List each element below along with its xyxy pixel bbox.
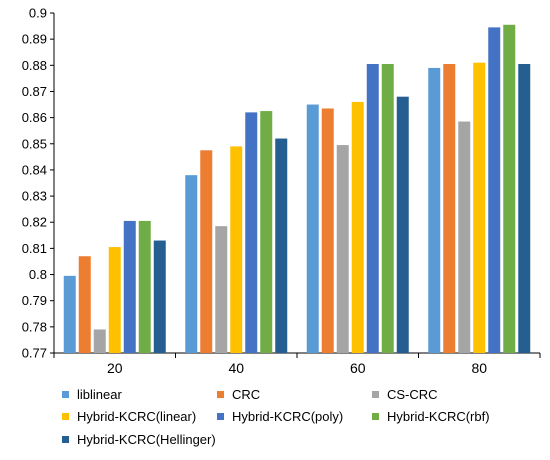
bar-cs-crc-60 [336,145,349,353]
y-tick-label: 0.89 [22,32,47,47]
bar-liblinear-40 [185,175,198,353]
bar-hybrid-kcrc-rbf-80 [503,24,516,354]
bar-hybrid-kcrc-linear-20 [108,247,121,353]
bar-liblinear-20 [63,275,76,353]
bar-hybrid-kcrc-poly-20 [123,220,136,353]
bar-hybrid-kcrc-hellinger-60 [396,96,409,353]
y-tick-label: 0.85 [22,136,47,151]
x-tick-label: 80 [471,360,487,376]
y-axis: 0.77 0.78 0.79 0.8 0.81 0.82 0.83 0.84 0.85 0.86 0… [22,6,55,361]
bar-hybrid-kcrc-rbf-20 [138,220,151,353]
y-tick-label: 0.77 [22,346,47,361]
bar-crc-40 [200,150,213,353]
bar-hybrid-kcrc-poly-40 [245,112,258,353]
y-tick-label: 0.88 [22,58,47,73]
bars [63,24,531,354]
x-tick-label: 40 [228,360,244,376]
y-tick-label: 0.87 [22,84,47,99]
bar-crc-60 [321,108,334,353]
y-tick-label: 0.81 [22,241,47,256]
y-tick-label: 0.78 [22,319,47,334]
bar-hybrid-kcrc-linear-60 [351,101,364,353]
y-tick-label: 0.79 [22,293,47,308]
bar-cs-crc-20 [93,329,106,353]
y-tick-label: 0.86 [22,110,47,125]
bar-crc-20 [78,256,91,353]
bar-hybrid-kcrc-linear-40 [230,146,243,353]
bar-cs-crc-80 [458,121,471,354]
y-tick-label: 0.84 [22,162,47,177]
x-tick-label: 20 [107,360,123,376]
bar-hybrid-kcrc-poly-80 [488,27,501,354]
bar-hybrid-kcrc-poly-60 [366,64,379,353]
bar-cs-crc-40 [215,226,228,353]
x-tick-label: 60 [350,360,366,376]
bar-hybrid-kcrc-hellinger-80 [518,64,531,353]
bar-hybrid-kcrc-rbf-60 [381,64,394,353]
bar-hybrid-kcrc-rbf-40 [260,111,273,353]
y-tick-label: 0.82 [22,215,47,230]
bar-crc-80 [443,64,456,353]
bar-hybrid-kcrc-hellinger-20 [153,240,166,353]
y-tick-label: 0.8 [29,267,47,282]
bar-hybrid-kcrc-linear-80 [473,62,486,353]
y-tick-label: 0.9 [29,6,47,21]
bar-liblinear-60 [306,104,319,354]
bar-liblinear-80 [428,67,441,353]
bar-hybrid-kcrc-hellinger-40 [275,138,288,353]
y-tick-label: 0.83 [22,189,47,204]
x-axis: 20 40 60 80 [53,352,541,376]
